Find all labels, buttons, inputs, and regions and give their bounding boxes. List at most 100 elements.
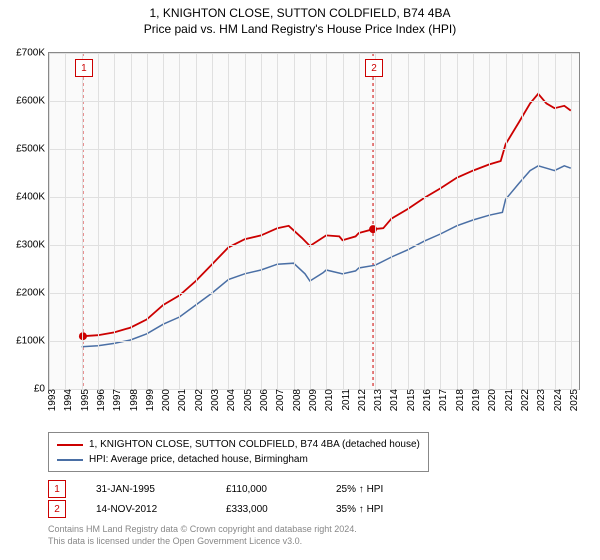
gridline-x xyxy=(163,53,164,389)
gridline-x xyxy=(522,53,523,389)
x-tick-label: 2004 xyxy=(224,389,237,411)
x-tick-label: 2005 xyxy=(241,389,254,411)
x-tick-label: 2022 xyxy=(518,389,531,411)
chart-title: 1, KNIGHTON CLOSE, SUTTON COLDFIELD, B74… xyxy=(0,0,600,20)
gridline-x xyxy=(375,53,376,389)
gridline-y xyxy=(49,341,579,342)
x-tick-label: 2019 xyxy=(469,389,482,411)
gridline-y xyxy=(49,149,579,150)
gridline-y xyxy=(49,197,579,198)
x-tick-label: 1996 xyxy=(94,389,107,411)
x-tick-label: 2013 xyxy=(371,389,384,411)
legend-label: HPI: Average price, detached house, Birm… xyxy=(89,452,308,467)
plot-area: £0£100K£200K£300K£400K£500K£600K£700K199… xyxy=(48,52,580,390)
x-tick-label: 2008 xyxy=(290,389,303,411)
marker-price: £333,000 xyxy=(226,504,306,515)
marker-delta: 35% ↑ HPI xyxy=(336,504,383,515)
y-tick-label: £100K xyxy=(16,336,49,347)
marker-row-1: 1 31-JAN-1995 £110,000 25% ↑ HPI xyxy=(48,480,383,498)
y-tick-label: £600K xyxy=(16,96,49,107)
gridline-y xyxy=(49,293,579,294)
gridline-x xyxy=(131,53,132,389)
x-tick-label: 2025 xyxy=(567,389,580,411)
gridline-x xyxy=(147,53,148,389)
gridline-x xyxy=(114,53,115,389)
gridline-x xyxy=(179,53,180,389)
marker-price: £110,000 xyxy=(226,484,306,495)
footer-line-2: This data is licensed under the Open Gov… xyxy=(48,536,302,546)
x-tick-label: 1998 xyxy=(127,389,140,411)
gridline-x xyxy=(489,53,490,389)
x-tick-label: 2002 xyxy=(192,389,205,411)
x-tick-label: 1997 xyxy=(110,389,123,411)
marker-delta: 25% ↑ HPI xyxy=(336,484,383,495)
x-tick-label: 1994 xyxy=(61,389,74,411)
gridline-x xyxy=(65,53,66,389)
x-tick-label: 2000 xyxy=(159,389,172,411)
x-tick-label: 2020 xyxy=(485,389,498,411)
gridline-x xyxy=(473,53,474,389)
gridline-x xyxy=(82,53,83,389)
legend-item: 1, KNIGHTON CLOSE, SUTTON COLDFIELD, B74… xyxy=(57,437,420,452)
gridline-x xyxy=(440,53,441,389)
x-tick-label: 2017 xyxy=(436,389,449,411)
marker-badge: 2 xyxy=(365,59,383,77)
gridline-x xyxy=(49,53,50,389)
y-tick-label: £400K xyxy=(16,192,49,203)
gridline-x xyxy=(310,53,311,389)
legend-item: HPI: Average price, detached house, Birm… xyxy=(57,452,420,467)
gridline-x xyxy=(343,53,344,389)
x-tick-label: 2007 xyxy=(273,389,286,411)
marker-dot xyxy=(79,332,87,340)
gridline-y xyxy=(49,53,579,54)
gridline-x xyxy=(294,53,295,389)
x-tick-label: 2011 xyxy=(339,389,352,411)
gridline-x xyxy=(326,53,327,389)
chart-container: 1, KNIGHTON CLOSE, SUTTON COLDFIELD, B74… xyxy=(0,0,600,560)
footer-line-1: Contains HM Land Registry data © Crown c… xyxy=(48,524,357,534)
gridline-x xyxy=(408,53,409,389)
marker-date: 14-NOV-2012 xyxy=(96,504,196,515)
gridline-x xyxy=(424,53,425,389)
gridline-x xyxy=(228,53,229,389)
x-tick-label: 2024 xyxy=(551,389,564,411)
marker-date: 31-JAN-1995 xyxy=(96,484,196,495)
legend-swatch xyxy=(57,459,83,461)
gridline-x xyxy=(359,53,360,389)
gridline-x xyxy=(571,53,572,389)
gridline-x xyxy=(555,53,556,389)
gridline-x xyxy=(98,53,99,389)
y-tick-label: £200K xyxy=(16,288,49,299)
marker-row-2: 2 14-NOV-2012 £333,000 35% ↑ HPI xyxy=(48,500,383,518)
x-tick-label: 2021 xyxy=(502,389,515,411)
x-tick-label: 2010 xyxy=(322,389,335,411)
x-tick-label: 2003 xyxy=(208,389,221,411)
gridline-x xyxy=(391,53,392,389)
gridline-y xyxy=(49,101,579,102)
legend-swatch xyxy=(57,444,83,446)
gridline-x xyxy=(277,53,278,389)
x-tick-label: 1993 xyxy=(45,389,58,411)
marker-badge: 1 xyxy=(48,480,66,498)
gridline-x xyxy=(212,53,213,389)
gridline-y xyxy=(49,245,579,246)
legend-label: 1, KNIGHTON CLOSE, SUTTON COLDFIELD, B74… xyxy=(89,437,420,452)
gridline-x xyxy=(245,53,246,389)
y-tick-label: £700K xyxy=(16,48,49,59)
x-tick-label: 2001 xyxy=(175,389,188,411)
x-tick-label: 2016 xyxy=(420,389,433,411)
x-tick-label: 2014 xyxy=(387,389,400,411)
x-tick-label: 1999 xyxy=(143,389,156,411)
legend: 1, KNIGHTON CLOSE, SUTTON COLDFIELD, B74… xyxy=(48,432,429,472)
x-tick-label: 1995 xyxy=(78,389,91,411)
y-tick-label: £300K xyxy=(16,240,49,251)
gridline-x xyxy=(538,53,539,389)
marker-badge: 1 xyxy=(75,59,93,77)
chart-subtitle: Price paid vs. HM Land Registry's House … xyxy=(0,20,600,36)
gridline-x xyxy=(457,53,458,389)
marker-badge: 2 xyxy=(48,500,66,518)
x-tick-label: 2006 xyxy=(257,389,270,411)
x-tick-label: 2023 xyxy=(534,389,547,411)
x-tick-label: 2012 xyxy=(355,389,368,411)
gridline-x xyxy=(196,53,197,389)
